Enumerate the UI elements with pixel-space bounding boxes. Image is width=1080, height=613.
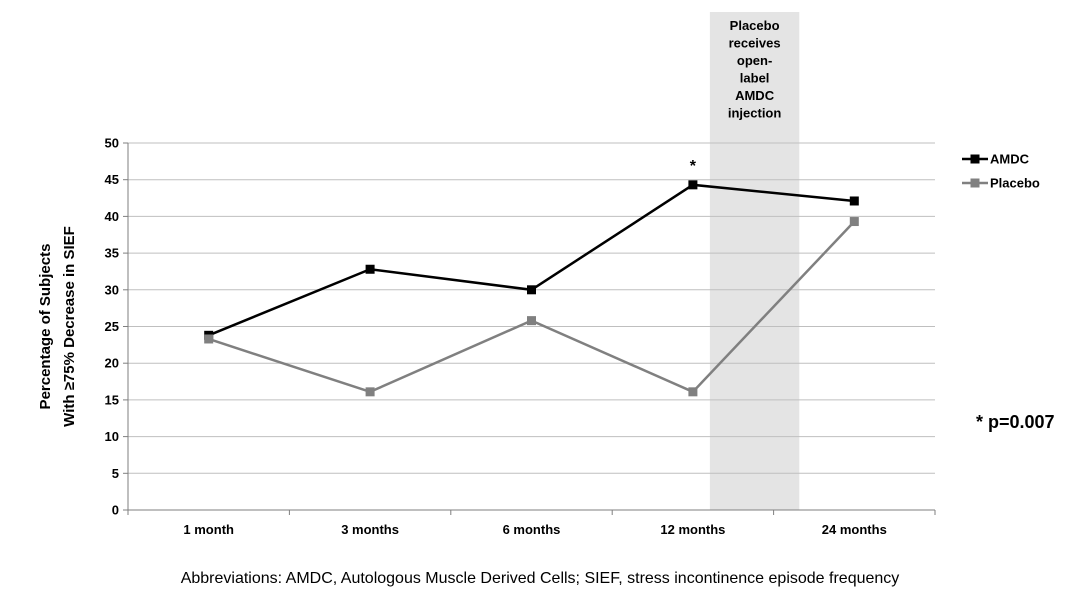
- legend-marker: [970, 178, 980, 188]
- y-tick-label: 20: [105, 356, 119, 371]
- x-tick-label: 1 month: [183, 522, 234, 537]
- shaded-region: [709, 12, 800, 510]
- significance-marker: *: [690, 158, 697, 175]
- y-tick-label: 25: [105, 319, 119, 334]
- data-point: [688, 180, 698, 190]
- line-chart: Placebo receives open-label AMDC injection 0…: [37, 12, 1055, 537]
- legend: AMDC Placebo: [962, 152, 1040, 191]
- y-tick-label: 0: [112, 503, 119, 518]
- shaded-region-label-line: open-: [737, 53, 772, 68]
- significance-note: * p=0.007: [976, 412, 1055, 432]
- y-tick-label: 50: [105, 136, 119, 151]
- y-tick-label: 30: [105, 282, 119, 297]
- x-tick-label: 12 months: [660, 522, 725, 537]
- data-point: [365, 387, 375, 397]
- shaded-region-label: Placebo receives open-label AMDC injection: [728, 18, 782, 121]
- y-axis-label: Percentage of Subjects With ≥75% Decrease…: [37, 226, 78, 427]
- y-tick-label: 10: [105, 429, 119, 444]
- data-point: [849, 196, 859, 206]
- data-point: [204, 334, 214, 344]
- x-tick-label: 6 months: [503, 522, 561, 537]
- data-point: [365, 264, 375, 274]
- data-point: [688, 387, 698, 397]
- y-tick-label: 15: [105, 392, 119, 407]
- y-tick-label: 35: [105, 246, 119, 261]
- shaded-region-label-line: AMDC: [735, 88, 775, 103]
- data-point: [527, 316, 536, 326]
- y-tick-labels: 0 5 10 15 20 25 30 35 40 45 50: [105, 136, 128, 518]
- legend-label: AMDC: [990, 152, 1030, 167]
- gridlines: [128, 142, 935, 474]
- y-axis-label-line: Percentage of Subjects: [37, 244, 54, 410]
- y-axis-label-line: With ≥75% Decrease in SIEF: [61, 226, 78, 427]
- x-tick-label: 24 months: [822, 522, 887, 537]
- shaded-region-label-line: label: [740, 71, 770, 86]
- y-tick-label: 45: [105, 172, 119, 187]
- abbreviations-footnote: Abbreviations: AMDC, Autologous Muscle D…: [180, 570, 900, 587]
- shaded-region-label-line: Placebo: [730, 18, 780, 33]
- shaded-region-label-line: injection: [728, 106, 782, 121]
- legend-label: Placebo: [990, 176, 1040, 191]
- y-tick-label: 5: [112, 466, 119, 481]
- shaded-region-label-line: receives: [729, 36, 781, 51]
- x-tick-labels: 1 month 3 months 6 months 12 months 24 month…: [127, 510, 936, 537]
- annotations: *: [690, 158, 697, 175]
- legend-marker: [970, 154, 980, 164]
- series-placebo: [204, 217, 859, 397]
- y-tick-label: 40: [105, 209, 119, 224]
- x-tick-label: 3 months: [341, 522, 399, 537]
- data-point: [527, 285, 536, 295]
- series-layer: [204, 180, 859, 397]
- data-point: [849, 217, 859, 227]
